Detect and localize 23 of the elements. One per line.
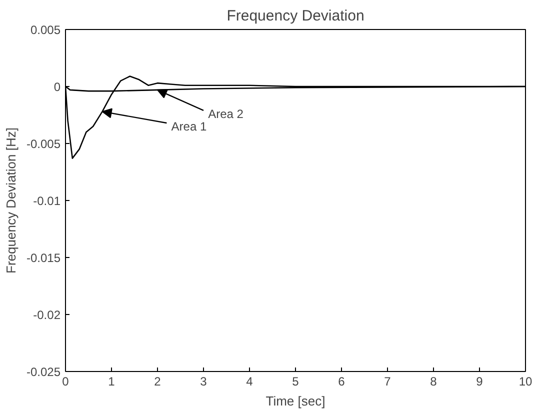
y-tick-label: 0.005 bbox=[30, 23, 61, 37]
x-tick-label: 0 bbox=[62, 374, 70, 388]
x-tick-label: 5 bbox=[292, 374, 300, 388]
y-axis-title: Frequency Deviation [Hz] bbox=[3, 128, 18, 274]
annotation: Area 1 bbox=[171, 119, 207, 134]
y-tick-label: -0.005 bbox=[26, 137, 61, 151]
y-tick-label: -0.015 bbox=[26, 251, 61, 265]
annotation: Area 2 bbox=[208, 106, 244, 121]
x-axis-title: Time [sec] bbox=[266, 394, 326, 408]
y-tick-label: -0.02 bbox=[33, 308, 61, 322]
x-tick-label: 10 bbox=[518, 374, 532, 388]
x-tick-label: 4 bbox=[246, 374, 254, 388]
x-tick-label: 8 bbox=[430, 374, 438, 388]
x-tick-label: 2 bbox=[154, 374, 162, 388]
x-tick-label: 9 bbox=[476, 374, 484, 388]
x-tick-label: 1 bbox=[108, 374, 116, 388]
y-tick-label: -0.025 bbox=[26, 365, 61, 379]
x-tick-label: 7 bbox=[384, 374, 392, 388]
x-tick-label: 6 bbox=[338, 374, 346, 388]
chart-title: Frequency Deviation bbox=[226, 8, 364, 24]
y-tick-label: 0 bbox=[54, 80, 61, 94]
y-tick-label: -0.01 bbox=[33, 194, 61, 208]
x-tick-label: 3 bbox=[200, 374, 208, 388]
